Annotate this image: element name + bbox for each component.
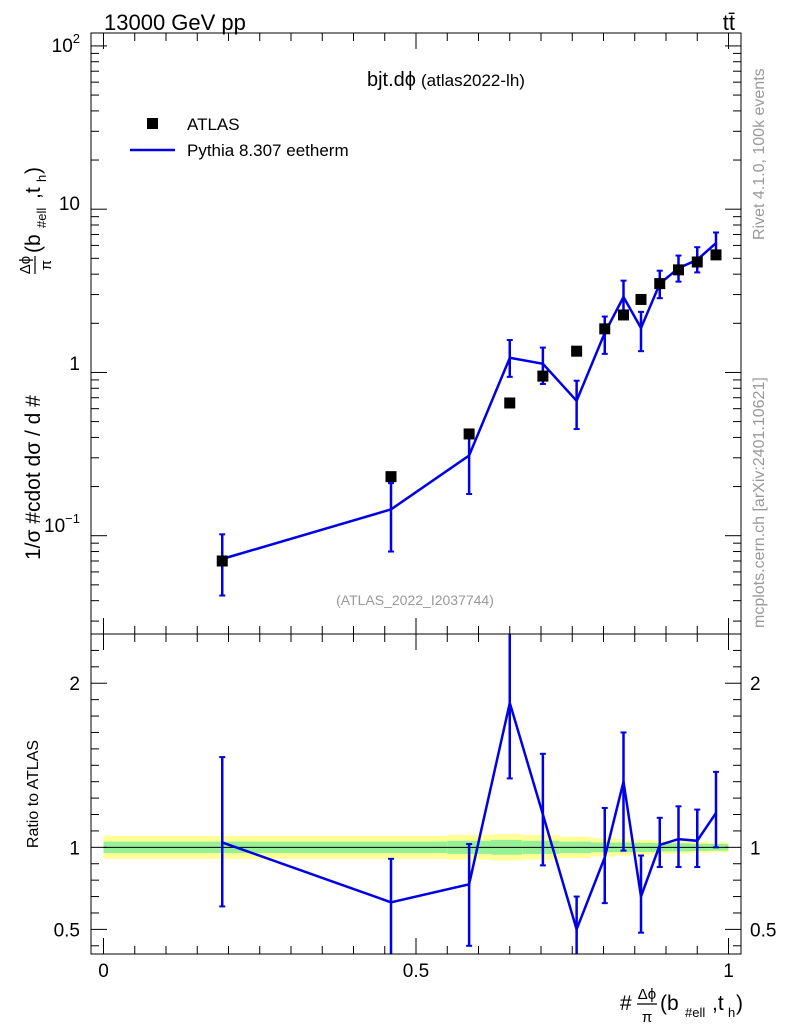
xlabel-close: ) bbox=[736, 992, 743, 1015]
ylabel-prefix: 1/σ #cdot dσ / d # bbox=[22, 395, 45, 560]
ytick-label-0.1: 10−1 bbox=[44, 511, 80, 537]
atlas-point bbox=[673, 264, 684, 276]
xlabel-prefix: # bbox=[620, 992, 632, 1015]
ratio-ytick-label-right: 1 bbox=[750, 838, 761, 859]
ylabel-args: (b bbox=[22, 234, 45, 253]
atlas-point bbox=[599, 323, 611, 335]
ratio-xtick-label: 0 bbox=[98, 961, 109, 982]
atlas-point bbox=[710, 249, 722, 261]
xlabel-sub2: h bbox=[728, 1005, 735, 1020]
legend-label-atlas: ATLAS bbox=[187, 115, 240, 134]
ratio-bands bbox=[103, 834, 729, 861]
ratio-ytick-label-left: 0.5 bbox=[54, 920, 80, 941]
ylabel-close: ) bbox=[22, 167, 45, 174]
ylabel-frac-num: Δϕ bbox=[17, 256, 34, 274]
ylabel-mid: ,t bbox=[22, 187, 45, 199]
ratio-xtick-label: 1 bbox=[723, 961, 734, 982]
atlas-point bbox=[635, 293, 647, 305]
ylabel-sub2: h bbox=[34, 175, 49, 182]
main-data bbox=[216, 231, 722, 597]
ylabel-frac-den: π bbox=[38, 260, 55, 270]
atlas-point bbox=[654, 278, 666, 290]
ratio-xlabel: # Δϕ π (b #ell ,t h ) bbox=[620, 986, 743, 1024]
ratio-line bbox=[221, 697, 718, 934]
main-ticks bbox=[91, 33, 741, 634]
atlas-point bbox=[216, 555, 228, 567]
ratio-ytick-label-left: 2 bbox=[69, 674, 80, 695]
ratio-ytick-label-right: 2 bbox=[750, 674, 761, 695]
ratio-frame bbox=[90, 633, 742, 955]
ratio-tick-labels: 2 2 1 1 0.5 0.5 0 0.5 1 bbox=[54, 674, 777, 982]
ratio-ytick-label-left: 1 bbox=[69, 838, 80, 859]
xlabel-frac-num: Δϕ bbox=[638, 986, 656, 1003]
ratio-panel: 2 2 1 1 0.5 0.5 0 0.5 1 Ratio to ATLAS # Δϕ π (b… bbox=[25, 633, 777, 1024]
atlas-point bbox=[537, 370, 549, 382]
ratio-ticks bbox=[91, 634, 741, 954]
plot-title: bjt.dϕ bbox=[367, 69, 416, 91]
main-tick-labels: 102 10 1 10−1 bbox=[44, 31, 80, 537]
rivet-label: Rivet 4.1.0, 100k events bbox=[751, 68, 768, 240]
atlas-point bbox=[463, 428, 475, 440]
process-label: tt̄ bbox=[723, 10, 735, 35]
ytick-label-100: 102 bbox=[52, 31, 80, 57]
xlabel-sub1: #ell bbox=[685, 1005, 705, 1020]
mcplots-label: mcplots.cern.ch [arXiv:2401.10621] bbox=[751, 377, 768, 628]
ytick-label-10: 10 bbox=[59, 194, 80, 215]
energy-label: 13000 GeV pp bbox=[104, 10, 246, 35]
xlabel-mid: ,t bbox=[712, 992, 724, 1015]
atlas-point bbox=[691, 256, 703, 268]
atlas-point bbox=[618, 309, 629, 321]
ratio-data bbox=[219, 634, 719, 954]
watermark: (ATLAS_2022_I2037744) bbox=[336, 592, 494, 608]
atlas-point bbox=[571, 345, 583, 357]
ylabel-sub1: #ell bbox=[34, 208, 49, 228]
ytick-label-1: 1 bbox=[69, 354, 80, 375]
xlabel-args: (b bbox=[660, 992, 679, 1015]
legend-label-pythia: Pythia 8.307 eetherm bbox=[187, 141, 349, 160]
legend-marker-atlas bbox=[147, 118, 158, 129]
ratio-ylabel: Ratio to ATLAS bbox=[25, 740, 42, 848]
atlas-point bbox=[504, 397, 516, 409]
atlas-point bbox=[385, 471, 397, 483]
main-panel: bjt.dϕ (atlas2022-lh) (ATLAS_2022_I20377… bbox=[17, 31, 742, 635]
ratio-xtick-label: 0.5 bbox=[403, 961, 429, 982]
ratio-ytick-label-right: 0.5 bbox=[750, 920, 776, 941]
plot-subtitle: (atlas2022-lh) bbox=[421, 71, 525, 90]
main-ylabel: 1/σ #cdot dσ / d # Δϕ π (b #ell ,t h ) bbox=[17, 167, 55, 560]
xlabel-frac-den: π bbox=[642, 1009, 652, 1024]
